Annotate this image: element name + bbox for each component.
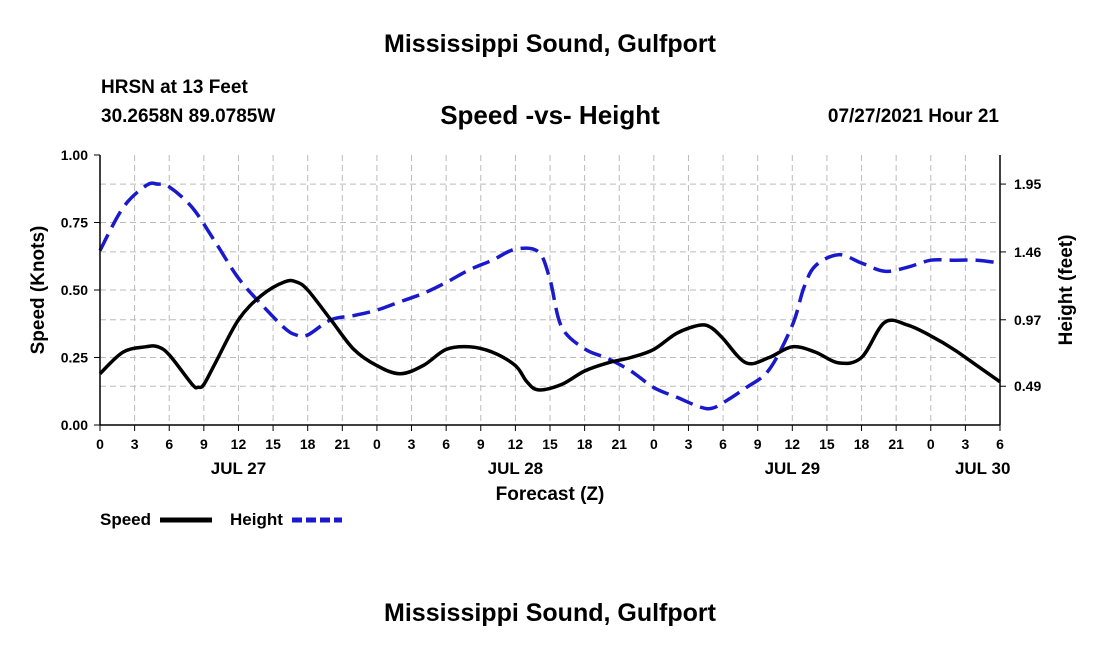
x-tick-label: 15 bbox=[819, 436, 835, 452]
x-date-label: JUL 28 bbox=[488, 459, 543, 478]
x-tick-label: 15 bbox=[265, 436, 281, 452]
x-tick-label: 3 bbox=[131, 436, 139, 452]
x-tick-label: 6 bbox=[996, 436, 1004, 452]
forecast-datetime: 07/27/2021 Hour 21 bbox=[827, 106, 999, 127]
x-tick-label: 15 bbox=[542, 436, 558, 452]
y-left-tick-label: 1.00 bbox=[61, 147, 88, 163]
station-coordinates: 30.2658N 89.0785W bbox=[101, 106, 276, 127]
y-left-tick-label: 0.75 bbox=[61, 215, 88, 231]
legend-height-label: Height bbox=[230, 510, 283, 529]
x-tick-label: 3 bbox=[408, 436, 416, 452]
chart-title: Mississippi Sound, Gulfport bbox=[384, 30, 716, 58]
x-tick-label: 18 bbox=[854, 436, 870, 452]
x-tick-label: 6 bbox=[719, 436, 727, 452]
x-tick-label: 12 bbox=[508, 436, 524, 452]
x-date-label: JUL 29 bbox=[765, 459, 820, 478]
x-tick-label: 21 bbox=[335, 436, 351, 452]
x-tick-label: 9 bbox=[754, 436, 762, 452]
x-tick-label: 3 bbox=[685, 436, 693, 452]
x-tick-label: 12 bbox=[231, 436, 247, 452]
grid-lines bbox=[100, 155, 1000, 425]
y-right-tick-label: 1.46 bbox=[1014, 244, 1041, 260]
x-tick-label: 9 bbox=[477, 436, 485, 452]
x-axis-title: Forecast (Z) bbox=[496, 484, 605, 505]
x-tick-label: 3 bbox=[961, 436, 969, 452]
x-tick-label: 12 bbox=[785, 436, 801, 452]
series-lines bbox=[98, 181, 1002, 411]
y-right-tick-label: 0.97 bbox=[1014, 312, 1041, 328]
x-tick-label: 18 bbox=[577, 436, 593, 452]
axis-labels: Forecast (Z) Speed (Knots) Height (feet) bbox=[28, 226, 1077, 505]
x-date-label: JUL 30 bbox=[955, 459, 1010, 478]
series-height-line bbox=[98, 181, 1001, 411]
y-axis-right-title: Height (feet) bbox=[1056, 235, 1077, 346]
station-label: HRSN at 13 Feet bbox=[101, 77, 248, 98]
x-tick-label: 0 bbox=[927, 436, 935, 452]
legend: Speed Height bbox=[100, 510, 342, 529]
legend-speed-label: Speed bbox=[100, 510, 151, 529]
y-axis-left-title: Speed (Knots) bbox=[28, 226, 49, 355]
x-tick-label: 6 bbox=[442, 436, 450, 452]
y-right-tick-label: 1.95 bbox=[1014, 176, 1041, 192]
x-tick-label: 0 bbox=[650, 436, 658, 452]
series-speed-line bbox=[98, 278, 1002, 392]
x-date-label: JUL 27 bbox=[211, 459, 266, 478]
chart-subtitle: Speed -vs- Height bbox=[440, 100, 660, 130]
x-tick-label: 21 bbox=[888, 436, 904, 452]
x-tick-label: 9 bbox=[200, 436, 208, 452]
y-left-tick-label: 0.25 bbox=[61, 350, 88, 366]
x-tick-label: 18 bbox=[300, 436, 316, 452]
y-left-tick-label: 0.50 bbox=[61, 282, 88, 298]
y-right-tick-label: 0.49 bbox=[1014, 378, 1041, 394]
x-tick-label: 0 bbox=[373, 436, 381, 452]
axes: 0 3 6 9 12 15 18 21 0 3 6 9 12 15 18 21 0 3 6 9 12 15 18 21 0 3 6 J… bbox=[61, 147, 1042, 478]
x-tick-label: 21 bbox=[611, 436, 627, 452]
y-left-tick-label: 0.00 bbox=[61, 417, 88, 433]
x-tick-label: 0 bbox=[96, 436, 104, 452]
footer-title: Mississippi Sound, Gulfport bbox=[384, 599, 716, 627]
x-tick-label: 6 bbox=[165, 436, 173, 452]
